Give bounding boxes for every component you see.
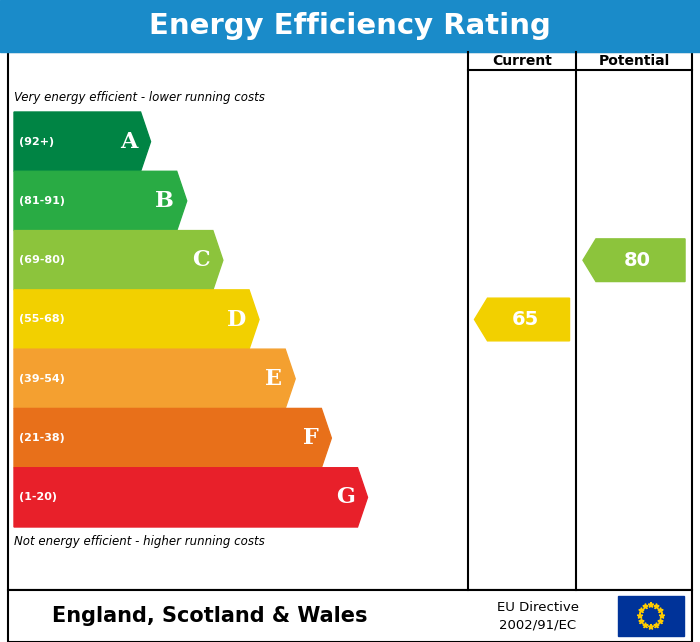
- Text: (69-80): (69-80): [19, 256, 65, 265]
- Text: (39-54): (39-54): [19, 374, 65, 384]
- Text: E: E: [265, 368, 282, 390]
- Polygon shape: [654, 603, 659, 609]
- Polygon shape: [14, 230, 223, 290]
- Text: (55-68): (55-68): [19, 315, 64, 324]
- Text: (21-38): (21-38): [19, 433, 64, 443]
- Bar: [0, 0, 700, 52]
- Text: (1-20): (1-20): [19, 492, 57, 502]
- Polygon shape: [637, 613, 643, 618]
- Polygon shape: [14, 171, 187, 230]
- Text: Very energy efficient - lower running costs: Very energy efficient - lower running co…: [14, 92, 265, 105]
- Text: Energy Efficiency Rating: Energy Efficiency Rating: [149, 12, 551, 40]
- Polygon shape: [583, 239, 685, 282]
- Polygon shape: [648, 624, 654, 629]
- Text: D: D: [227, 309, 246, 331]
- Polygon shape: [639, 608, 644, 612]
- Text: Potential: Potential: [598, 54, 670, 68]
- Bar: [8, 52, 692, 590]
- Polygon shape: [14, 468, 368, 527]
- Polygon shape: [14, 408, 331, 468]
- Text: B: B: [155, 190, 174, 212]
- Polygon shape: [14, 112, 150, 171]
- Text: England, Scotland & Wales: England, Scotland & Wales: [52, 606, 368, 626]
- Text: A: A: [120, 130, 138, 153]
- Polygon shape: [639, 619, 644, 624]
- Polygon shape: [14, 349, 295, 408]
- Text: (92+): (92+): [19, 137, 54, 146]
- Polygon shape: [475, 298, 570, 341]
- Polygon shape: [659, 613, 665, 618]
- Text: 80: 80: [624, 251, 650, 270]
- Text: Not energy efficient - higher running costs: Not energy efficient - higher running co…: [14, 535, 265, 548]
- Polygon shape: [648, 602, 654, 607]
- Polygon shape: [643, 603, 648, 609]
- Text: (81-91): (81-91): [19, 196, 65, 206]
- Bar: [618, 596, 684, 636]
- Text: 65: 65: [512, 310, 538, 329]
- Text: C: C: [193, 249, 210, 271]
- Polygon shape: [654, 623, 659, 628]
- Text: G: G: [335, 487, 354, 508]
- Text: F: F: [302, 427, 318, 449]
- Polygon shape: [658, 619, 663, 624]
- Polygon shape: [643, 623, 648, 628]
- Text: Current: Current: [492, 54, 552, 68]
- Text: EU Directive
2002/91/EC: EU Directive 2002/91/EC: [497, 601, 579, 631]
- Bar: [8, 590, 692, 642]
- Polygon shape: [658, 608, 663, 612]
- Polygon shape: [14, 290, 259, 349]
